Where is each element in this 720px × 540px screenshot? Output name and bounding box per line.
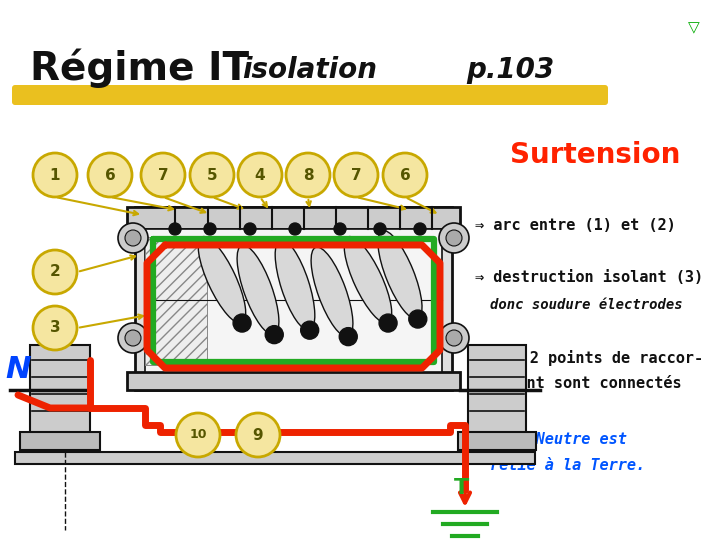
Text: Régime IT: Régime IT [30,48,249,87]
Text: 2: 2 [50,265,60,280]
Bar [145,237,207,365]
Ellipse shape [237,245,279,335]
Circle shape [379,314,397,332]
Text: Surtension: Surtension [510,141,680,169]
Bar [127,207,460,229]
Circle shape [125,330,141,346]
Circle shape [334,223,346,235]
Ellipse shape [275,240,315,330]
Bar [15,452,535,464]
Circle shape [439,323,469,353]
Bar [145,229,442,372]
Bar [135,207,452,390]
Text: 9: 9 [253,428,264,442]
Circle shape [265,326,283,343]
Circle shape [169,223,181,235]
Text: 8: 8 [302,167,313,183]
Circle shape [190,153,234,197]
Circle shape [233,314,251,332]
Text: p.103: p.103 [466,56,554,84]
Circle shape [238,153,282,197]
Circle shape [334,153,378,197]
Circle shape [88,153,132,197]
Circle shape [33,153,77,197]
Text: 7: 7 [351,167,361,183]
Text: 1: 1 [50,167,60,183]
Text: 3: 3 [50,321,60,335]
Text: relié à la Terre.: relié à la Terre. [490,457,645,472]
Text: isolation: isolation [243,56,377,84]
Bar [468,345,526,435]
Circle shape [374,223,386,235]
Text: ⇒ les 2 points de raccor-: ⇒ les 2 points de raccor- [475,350,703,366]
Text: 6: 6 [400,167,410,183]
Ellipse shape [378,231,422,319]
Circle shape [383,153,427,197]
FancyBboxPatch shape [12,85,608,105]
Circle shape [236,413,280,457]
Circle shape [176,413,220,457]
Text: 6: 6 [104,167,115,183]
Circle shape [244,223,256,235]
Bar [20,432,100,450]
Circle shape [141,153,185,197]
Text: N: N [5,355,31,384]
Circle shape [409,310,427,328]
Circle shape [339,328,357,346]
Text: 4: 4 [255,167,265,183]
Bar [30,345,90,435]
Text: 10: 10 [189,429,207,442]
Circle shape [289,223,301,235]
Bar [458,432,536,450]
Circle shape [33,250,77,294]
Circle shape [439,223,469,253]
Text: ⇒ arc entre (1) et (2): ⇒ arc entre (1) et (2) [475,218,676,233]
Text: donc soudure électrodes: donc soudure électrodes [490,298,683,312]
Text: ⇒ destruction isolant (3): ⇒ destruction isolant (3) [475,271,703,286]
Ellipse shape [311,247,353,337]
Circle shape [33,306,77,350]
Circle shape [118,323,148,353]
Circle shape [125,230,141,246]
Circle shape [118,223,148,253]
Text: ⇒ le Neutre est: ⇒ le Neutre est [490,433,627,448]
Circle shape [204,223,216,235]
Ellipse shape [344,237,392,323]
Circle shape [414,223,426,235]
Text: 5: 5 [207,167,217,183]
Circle shape [446,330,462,346]
Text: T: T [454,478,469,498]
Text: ▽: ▽ [688,20,700,35]
Text: dement sont connectés: dement sont connectés [490,375,682,390]
Bar [127,372,460,390]
Circle shape [286,153,330,197]
Circle shape [446,230,462,246]
Ellipse shape [198,237,246,323]
Text: 7: 7 [158,167,168,183]
Circle shape [301,321,319,339]
